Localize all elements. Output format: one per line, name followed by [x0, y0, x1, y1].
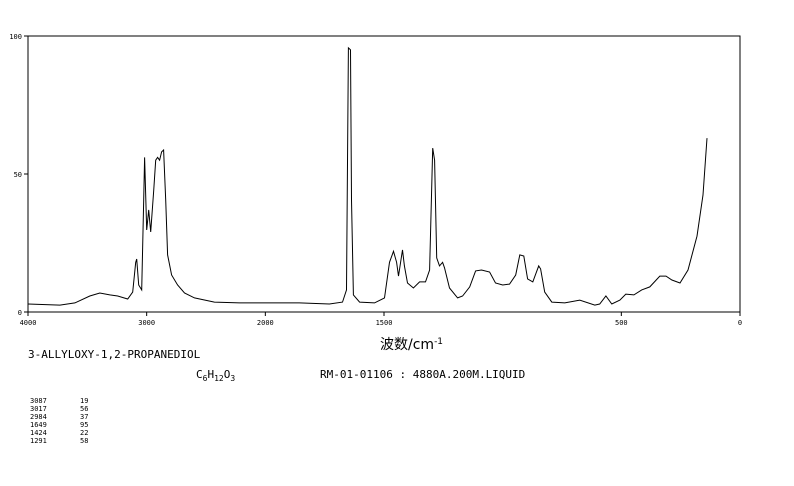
- x-tick-label: 0: [738, 319, 742, 327]
- x-tick-label: 2000: [257, 319, 274, 327]
- y-tick-label: 50: [14, 171, 22, 179]
- x-label-sup: -1: [434, 337, 443, 347]
- peak-table: 3087 19 3017 56 2984 37 1649 95 1424 22 1291 58: [30, 397, 88, 445]
- peak-intensity: 58: [80, 437, 88, 445]
- x-tick-label: 3000: [138, 319, 155, 327]
- x-tick-label: 500: [615, 319, 628, 327]
- x-axis-label: 波数/cm-1: [380, 337, 443, 353]
- peak-intensity: 22: [80, 429, 88, 437]
- x-tick-label: 4000: [20, 319, 37, 327]
- peak-wavenumber: 1291: [30, 437, 47, 445]
- spectrum-line: [27, 46, 708, 306]
- y-tick-label: 0: [18, 309, 22, 317]
- formula-element: O: [224, 368, 231, 381]
- formula: C6H12O3: [196, 368, 235, 383]
- peak-intensity: 19: [80, 397, 88, 405]
- x-tick-label: 1500: [376, 319, 393, 327]
- x-label-text: 波数/cm: [380, 337, 434, 353]
- peak-wavenumber: 1424: [30, 429, 47, 437]
- peak-intensity: 37: [80, 413, 88, 421]
- chart-title: 3-ALLYLOXY-1,2-PROPANEDIOL: [28, 348, 201, 361]
- formula-element: H: [207, 368, 214, 381]
- peak-wavenumber: 3087: [30, 397, 47, 405]
- y-tick-label: 100: [9, 33, 22, 41]
- formula-subscript: 6: [203, 374, 208, 383]
- formula-subscript: 3: [230, 374, 235, 383]
- peak-wavenumber: 1649: [30, 421, 47, 429]
- peak-intensity: 95: [80, 421, 88, 429]
- formula-subscript: 12: [214, 374, 224, 383]
- peak-wavenumber: 3017: [30, 405, 47, 413]
- peak-intensity: 56: [80, 405, 88, 413]
- sample-info: RM-01-01106 : 4880A.200M.LIQUID: [320, 368, 525, 381]
- formula-element: C: [196, 368, 203, 381]
- peak-wavenumber: 2984: [30, 413, 47, 421]
